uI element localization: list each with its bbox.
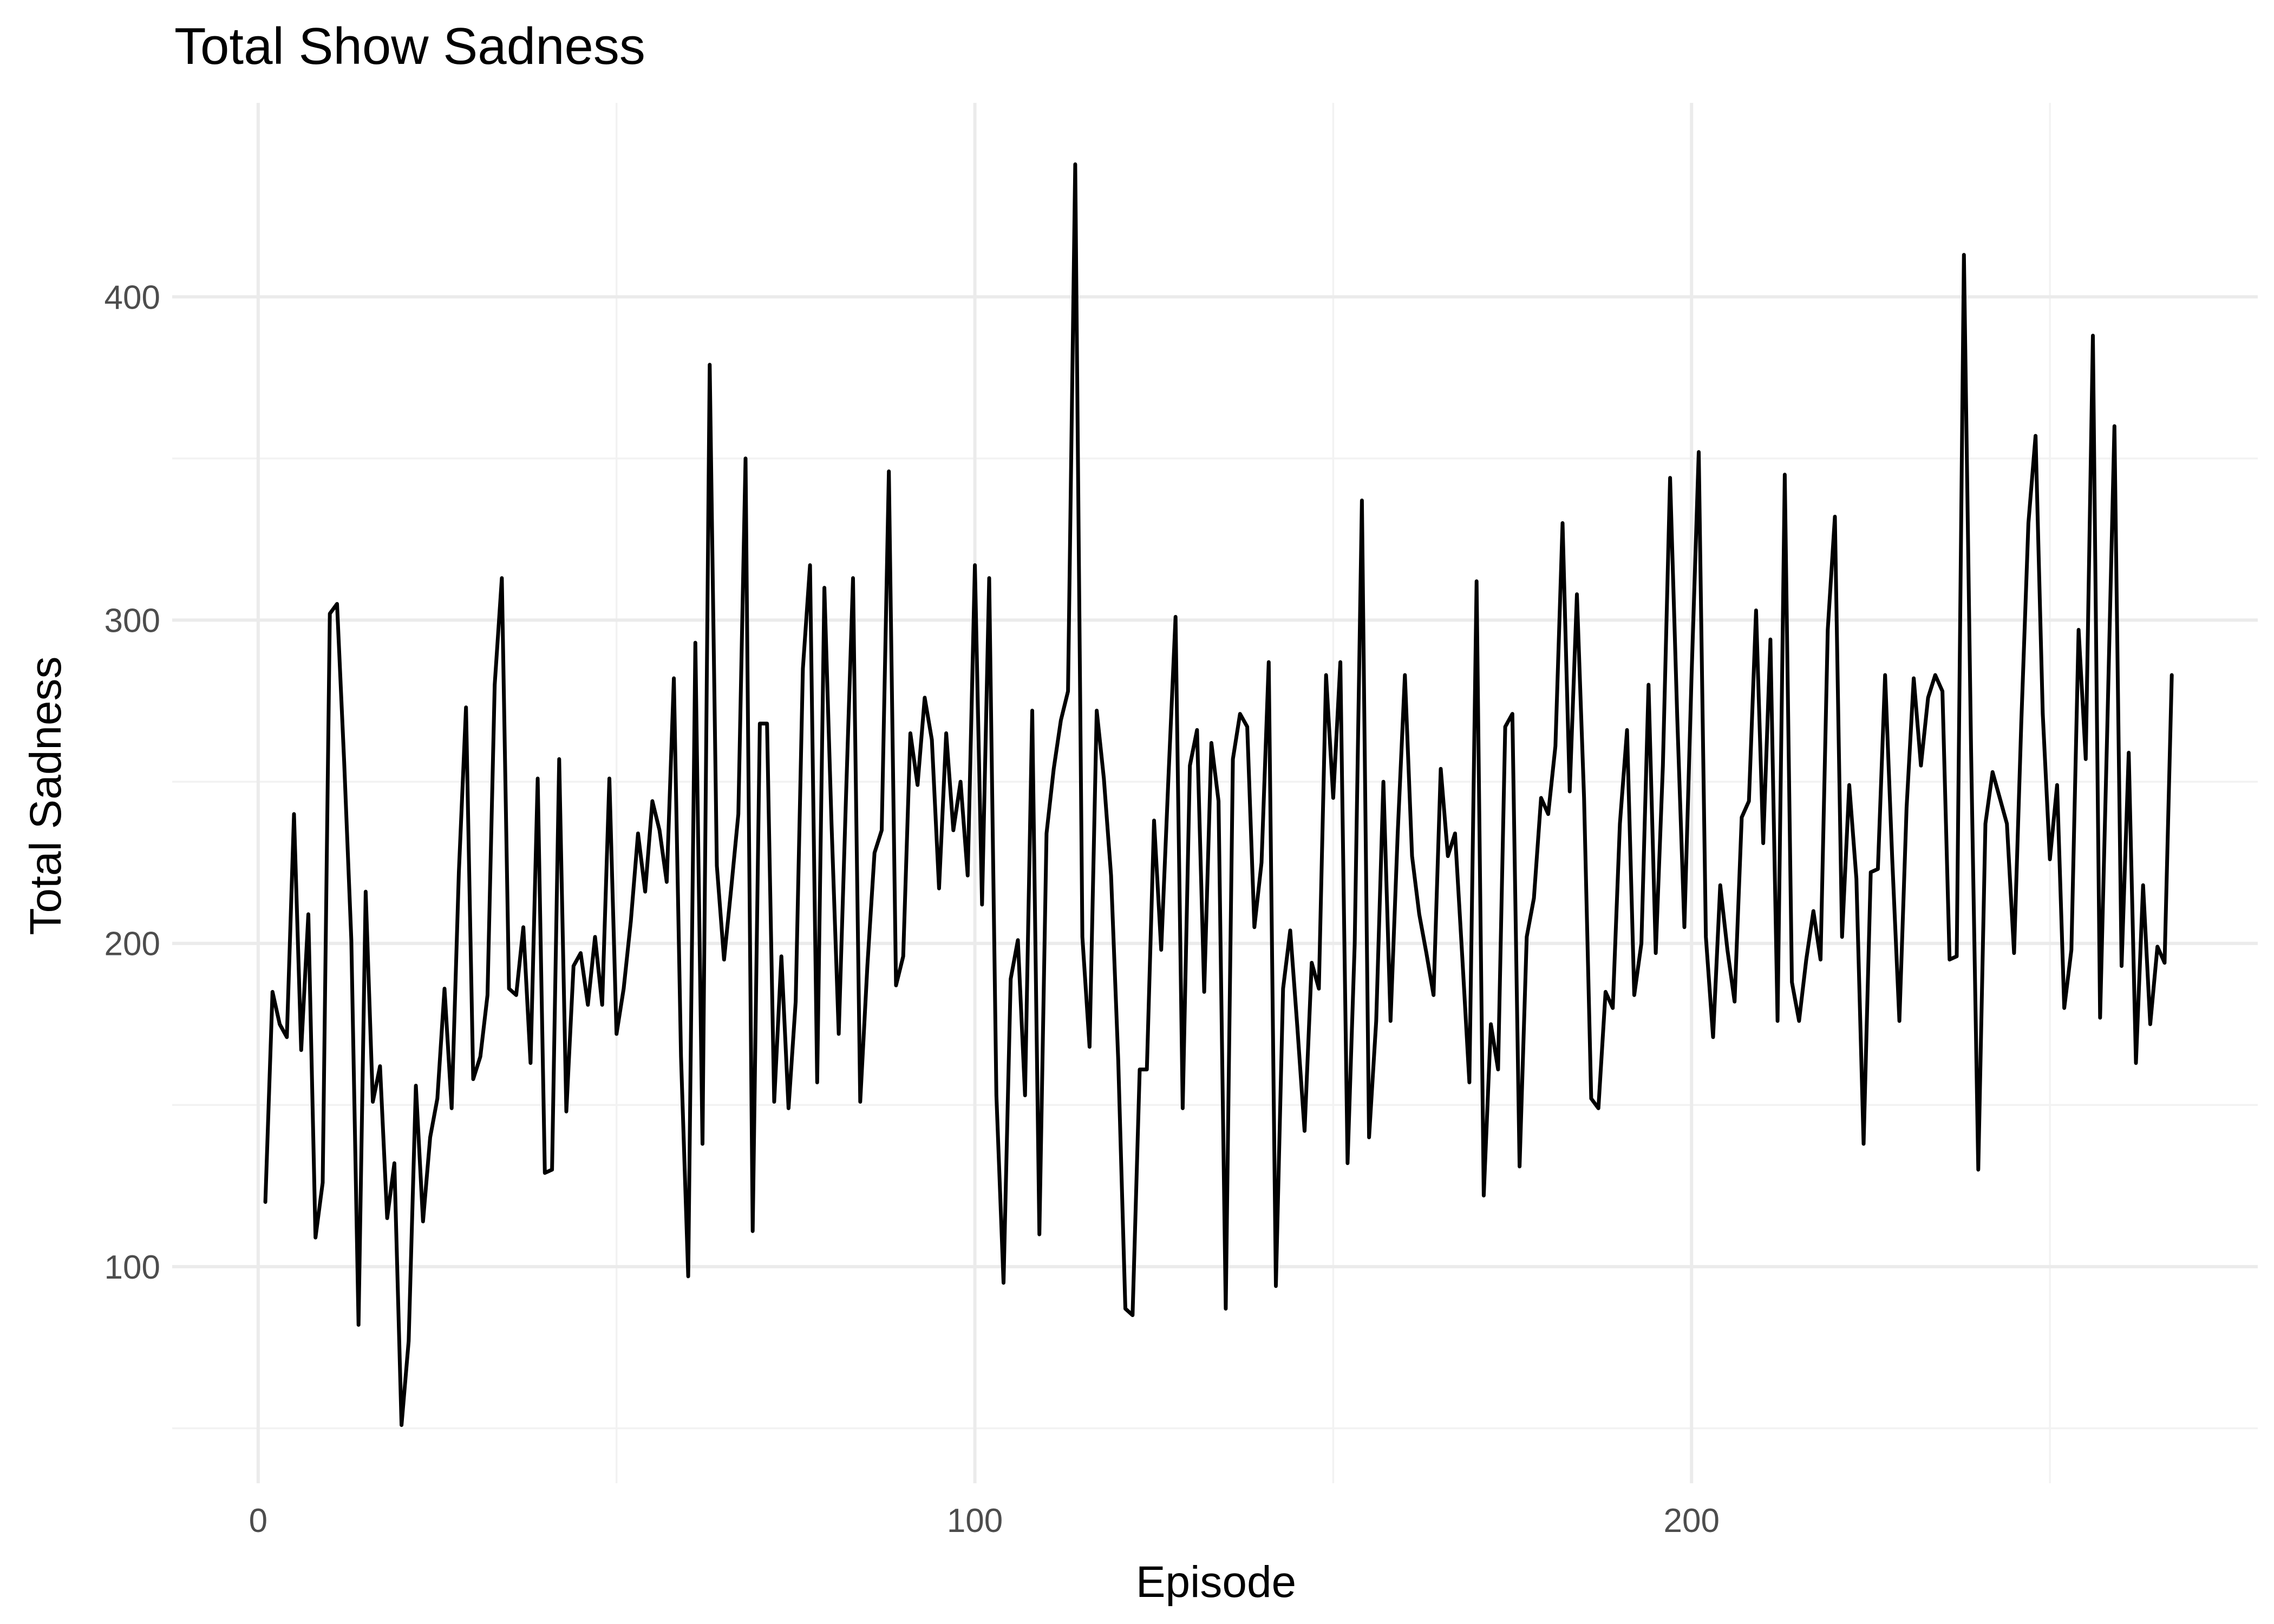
tick-labels: 100 200 300 400 0 100 200 (104, 279, 1720, 1540)
x-tick-label: 200 (1664, 1502, 1720, 1540)
grid-lines (172, 103, 2258, 1483)
x-axis-label: Episode (1136, 1557, 1296, 1607)
x-tick-label: 100 (947, 1502, 1003, 1540)
y-tick-label: 100 (104, 1249, 160, 1286)
series-line (263, 162, 2174, 1427)
chart-title: Total Show Sadness (174, 17, 645, 75)
y-axis-label: Total Sadness (21, 656, 70, 935)
x-tick-label: 0 (249, 1502, 267, 1540)
y-tick-label: 400 (104, 279, 160, 316)
y-tick-label: 200 (104, 926, 160, 963)
y-tick-label: 300 (104, 603, 160, 640)
